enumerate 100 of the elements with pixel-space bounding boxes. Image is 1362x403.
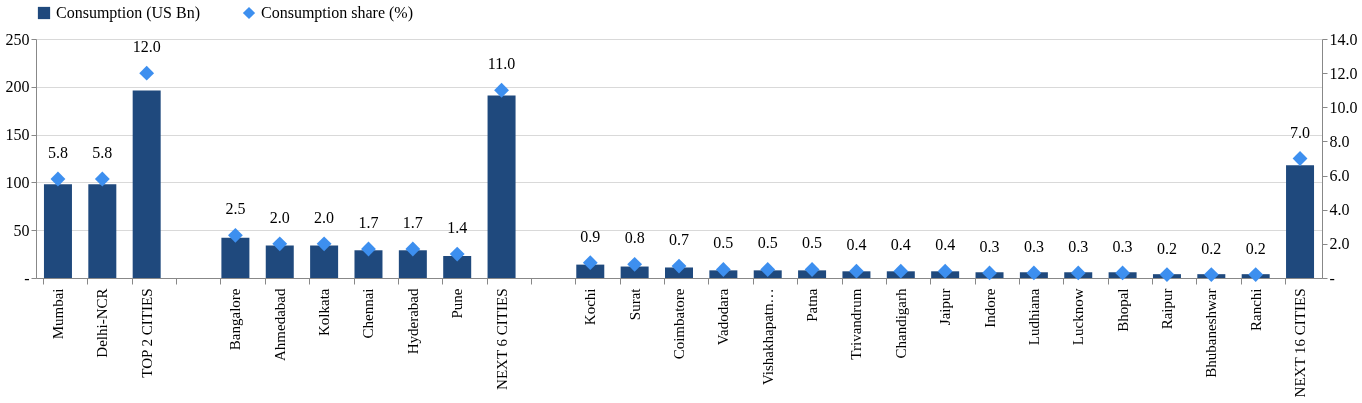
x-tick-label: Ranchi bbox=[1247, 288, 1264, 331]
x-tick-label: Kolkata bbox=[316, 288, 333, 336]
bar bbox=[487, 95, 516, 278]
y2-tick-label: 14.0 bbox=[1329, 30, 1358, 48]
x-tick-label: Lucknow bbox=[1070, 288, 1087, 346]
y2-tick-label: 10.0 bbox=[1329, 98, 1358, 116]
bar bbox=[310, 245, 339, 278]
x-tick-label: Raipur bbox=[1158, 288, 1175, 330]
y-tick-label: 150 bbox=[5, 126, 30, 144]
point bbox=[1248, 267, 1264, 282]
data-label: 2.5 bbox=[225, 200, 246, 218]
data-label: 0.7 bbox=[669, 231, 689, 249]
x-tick-label: Patna bbox=[804, 288, 821, 322]
point bbox=[849, 263, 864, 279]
x-tick-label: Vishakhapatn… bbox=[759, 288, 776, 386]
data-label: 0.2 bbox=[1245, 239, 1266, 257]
data-label: 0.4 bbox=[846, 236, 867, 254]
point bbox=[449, 246, 465, 262]
point bbox=[405, 241, 421, 257]
point bbox=[982, 265, 997, 281]
bar bbox=[221, 237, 250, 278]
y-tick-label: 50 bbox=[13, 221, 30, 239]
data-label: 5.8 bbox=[92, 143, 113, 161]
x-tick-label: Bhopal bbox=[1114, 288, 1131, 332]
y2-tick-label: - bbox=[1329, 269, 1335, 287]
point bbox=[893, 263, 909, 279]
data-label: 0.3 bbox=[979, 237, 1000, 255]
x-tick-label: Chennai bbox=[360, 288, 377, 339]
y-tick-label: - bbox=[24, 269, 30, 287]
bar bbox=[132, 90, 161, 278]
bar bbox=[1286, 165, 1315, 278]
x-tick-label: Bhubaneshwar bbox=[1203, 288, 1220, 378]
data-label: 0.3 bbox=[1023, 237, 1044, 255]
data-label: 1.7 bbox=[358, 213, 379, 231]
data-label: 0.3 bbox=[1068, 237, 1089, 255]
y-tick-label: 250 bbox=[5, 30, 30, 48]
x-tick-label: Delhi-NCR bbox=[94, 288, 111, 358]
point bbox=[804, 262, 820, 277]
x-tick-label: Ahmedabad bbox=[271, 288, 288, 361]
data-label: 0.4 bbox=[935, 236, 956, 254]
point bbox=[715, 262, 731, 277]
point bbox=[627, 256, 643, 272]
legend-label: Consumption share (%) bbox=[261, 4, 413, 22]
point bbox=[272, 236, 288, 252]
y2-tick-label: 12.0 bbox=[1329, 64, 1358, 82]
data-label: 0.4 bbox=[890, 236, 911, 254]
point bbox=[316, 236, 332, 252]
point bbox=[227, 227, 243, 243]
data-label: 2.0 bbox=[269, 208, 290, 226]
y2-tick-label: 8.0 bbox=[1329, 132, 1350, 150]
point bbox=[671, 258, 687, 274]
x-tick-label: Trivandrum bbox=[848, 288, 865, 360]
x-tick-label: Coimbatore bbox=[671, 288, 687, 360]
y2-tick-label: 6.0 bbox=[1329, 167, 1350, 185]
data-label: 5.8 bbox=[47, 143, 68, 161]
bar bbox=[354, 250, 383, 278]
point bbox=[937, 263, 953, 279]
data-label: 0.9 bbox=[580, 227, 601, 245]
x-tick-label: NEXT 16 CITIES bbox=[1292, 288, 1309, 398]
x-tick-label: Pune bbox=[449, 288, 466, 319]
data-label: 0.8 bbox=[624, 229, 645, 247]
data-label: 7.0 bbox=[1290, 123, 1311, 141]
bar bbox=[576, 264, 605, 278]
legend-label: Consumption (US Bn) bbox=[56, 4, 201, 22]
x-tick-label: Ludhiana bbox=[1025, 288, 1042, 346]
point bbox=[1159, 267, 1175, 282]
point bbox=[494, 82, 509, 98]
point bbox=[1070, 265, 1086, 281]
point bbox=[1115, 265, 1131, 281]
x-tick-label: Vadodara bbox=[715, 288, 732, 346]
x-tick-label: Surat bbox=[626, 287, 643, 321]
data-label: 1.7 bbox=[402, 213, 423, 231]
point bbox=[1203, 267, 1219, 282]
point bbox=[760, 262, 776, 277]
point bbox=[50, 171, 66, 187]
data-label: 0.5 bbox=[802, 234, 823, 252]
bar bbox=[43, 184, 72, 278]
x-tick-label: Jaipur bbox=[937, 288, 954, 326]
data-label: 12.0 bbox=[132, 38, 161, 56]
x-tick-label: Bangalore bbox=[227, 288, 244, 351]
point bbox=[94, 171, 110, 187]
y2-tick-label: 4.0 bbox=[1329, 201, 1350, 219]
point bbox=[582, 255, 598, 271]
data-label: 0.5 bbox=[757, 234, 778, 252]
bar bbox=[398, 250, 427, 278]
bar bbox=[88, 184, 117, 278]
data-label: 11.0 bbox=[487, 55, 516, 73]
bar bbox=[443, 256, 472, 278]
point bbox=[1026, 265, 1042, 281]
x-tick-label: Hyderabad bbox=[404, 288, 421, 355]
bar bbox=[265, 245, 294, 278]
x-tick-label: TOP 2 CITIES bbox=[138, 288, 155, 378]
x-tick-label: Chandigarh bbox=[892, 288, 909, 359]
x-tick-label: Mumbai bbox=[49, 288, 66, 340]
data-label: 0.5 bbox=[713, 234, 734, 252]
data-label: 0.2 bbox=[1156, 239, 1177, 257]
x-tick-label: NEXT 6 CITIES bbox=[493, 288, 510, 390]
data-label: 0.2 bbox=[1201, 239, 1222, 257]
y-tick-label: 200 bbox=[5, 78, 30, 96]
y2-tick-label: 2.0 bbox=[1329, 235, 1350, 253]
